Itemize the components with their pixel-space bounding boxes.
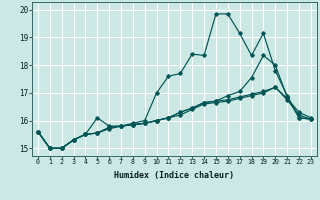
X-axis label: Humidex (Indice chaleur): Humidex (Indice chaleur) (115, 171, 234, 180)
